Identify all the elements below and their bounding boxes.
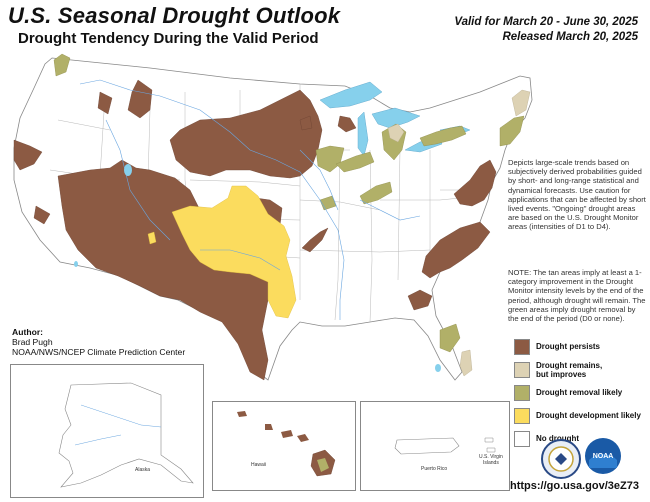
release-date: Released March 20, 2025	[502, 31, 638, 43]
author-block: Author: Brad Pugh NOAA/NWS/NCEP Climate …	[12, 327, 185, 358]
puerto-rico-map	[394, 437, 496, 455]
drought-development-areas	[147, 185, 297, 319]
source-link[interactable]: https://go.usa.gov/3eZ73	[510, 480, 639, 492]
legend-item-persists: Drought persists	[514, 336, 649, 357]
noaa-logo-icon: NOAA	[585, 438, 621, 474]
legend-swatch-development	[514, 407, 530, 424]
commerce-seal-graphic	[548, 446, 574, 472]
legend-swatch-removal	[514, 384, 530, 401]
valid-period: Valid for March 20 - June 30, 2025	[454, 16, 638, 28]
legend-item-improves: Drought remains, but improves	[514, 359, 649, 380]
legend-item-no-drought: No drought	[514, 428, 649, 449]
legend-label-improves: Drought remains, but improves	[536, 360, 603, 379]
legend-swatch-improves	[514, 361, 530, 378]
legend-item-removal: Drought removal likely	[514, 382, 649, 403]
drought-improves-areas	[387, 89, 531, 377]
author-name: Brad Pugh	[12, 337, 53, 348]
legend: Drought persists Drought remains, but imp…	[514, 336, 649, 451]
author-heading: Author:	[12, 327, 44, 337]
puerto-rico-inset: Puerto Rico U.S. Virgin Islands	[360, 401, 510, 491]
author-org: NOAA/NWS/NCEP Climate Prediction Center	[12, 347, 186, 358]
small-lakes	[74, 164, 441, 372]
alaska-inset: Alaska	[10, 364, 204, 498]
hawaii-label: Hawaii	[251, 462, 267, 468]
hawaii-inset: Hawaii	[212, 401, 356, 491]
puerto-rico-label: Puerto Rico	[421, 466, 448, 472]
legend-label-persists: Drought persists	[536, 342, 601, 351]
legend-label-development: Drought development likely	[536, 411, 641, 420]
description-text: Depicts large-scale trends based on subj…	[508, 158, 646, 232]
virgin-islands-label: U.S. Virgin Islands	[479, 454, 503, 466]
note-text: NOTE: The tan areas imply at least a 1-c…	[508, 268, 646, 324]
legend-swatch-no-drought	[514, 430, 530, 447]
legend-item-development: Drought development likely	[514, 405, 649, 426]
alaska-map	[58, 382, 194, 488]
noaa-logo-graphic: NOAA	[587, 440, 619, 472]
noaa-logo-text: NOAA	[593, 453, 614, 460]
map-title: U.S. Seasonal Drought Outlook	[8, 3, 341, 28]
map-subtitle: Drought Tendency During the Valid Period	[18, 30, 319, 47]
alaska-label: Alaska	[135, 467, 151, 473]
legend-swatch-persists	[514, 338, 530, 355]
commerce-seal-icon	[541, 439, 581, 479]
hawaii-map	[237, 411, 336, 477]
legend-label-no-drought: No drought	[536, 434, 579, 443]
legend-label-removal: Drought removal likely	[536, 388, 623, 397]
rivers	[79, 79, 421, 320]
